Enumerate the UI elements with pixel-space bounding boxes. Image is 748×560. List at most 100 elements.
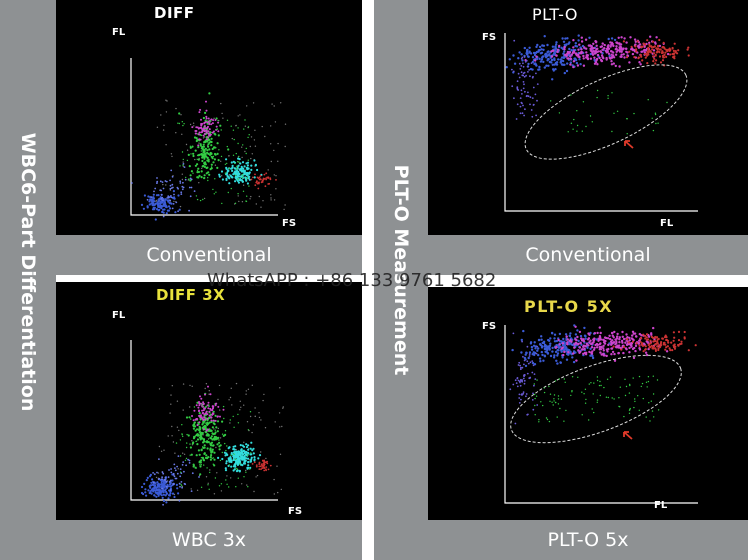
scatter-dot <box>195 440 198 442</box>
scatter-dot <box>229 422 231 424</box>
scatter-dot <box>657 44 660 48</box>
scatter-dot <box>523 379 526 382</box>
scatter-dot <box>217 427 219 430</box>
scatter-dot <box>213 451 216 454</box>
scatter-dot <box>213 132 216 135</box>
scatter-dot <box>642 333 645 336</box>
scatter-dot <box>632 332 635 335</box>
blue-tail-cluster <box>131 163 196 218</box>
scatter-dot <box>165 485 168 488</box>
scatter-dot <box>248 185 250 187</box>
scatter-dot <box>646 50 649 53</box>
scatter-dot <box>258 454 262 457</box>
scatter-dot <box>532 344 536 347</box>
scatter-dot <box>213 423 216 426</box>
scatter-dot <box>200 176 203 179</box>
scatter-dot <box>176 426 179 428</box>
scatter-dot <box>217 130 220 133</box>
scatter-dot <box>183 453 186 455</box>
scatter-dot <box>210 140 213 144</box>
scatter-dot <box>170 471 173 474</box>
scatter-dot <box>609 337 612 341</box>
scatter-dot <box>661 59 665 62</box>
scatter-dot <box>517 72 520 75</box>
scatter-dot <box>237 115 239 117</box>
scatter-dot <box>240 448 243 451</box>
scatter-dot <box>192 427 195 430</box>
scatter-dot <box>203 177 206 180</box>
scatter-dot <box>554 346 558 349</box>
scatter-dot <box>587 332 590 335</box>
scatter-dot <box>572 46 575 49</box>
scatter-dot <box>613 330 616 334</box>
scatter-dot <box>554 46 557 49</box>
scatter-dot <box>284 204 286 206</box>
scatter-dot <box>186 442 188 444</box>
scatter-dot <box>628 351 631 354</box>
scatter-dot <box>220 490 223 492</box>
scatter-dot <box>213 117 215 120</box>
scatter-dot <box>246 105 248 107</box>
scatter-dot <box>241 444 244 447</box>
scatter-dot <box>179 475 182 478</box>
scatter-dot <box>569 57 573 60</box>
scatter-dot <box>659 48 662 51</box>
scatter-dot <box>210 163 213 166</box>
scatter-dot <box>610 342 613 345</box>
scatter-dot <box>204 456 208 459</box>
y-axis-label: FS <box>482 32 497 43</box>
scatter-dot <box>203 197 206 200</box>
scatter-dot <box>674 50 677 53</box>
scatter-dot <box>245 390 247 392</box>
scatter-dot <box>588 36 591 39</box>
scatter-dot <box>634 349 637 353</box>
scatter-dot <box>536 345 539 348</box>
scatter-dot <box>188 186 191 189</box>
scatter-dot <box>644 334 647 338</box>
scatter-dot <box>236 468 238 470</box>
scatter-dot <box>647 380 650 383</box>
scatter-dot <box>677 330 681 333</box>
scatter-dot <box>228 457 231 460</box>
scatter-dot <box>599 331 602 335</box>
scatter-dot <box>561 356 564 359</box>
scatter-dot <box>558 378 560 380</box>
scatter-dot <box>555 339 558 343</box>
scatter-dot <box>563 50 566 53</box>
scatter-dot <box>524 90 526 93</box>
scatter-dot <box>263 173 266 176</box>
scatter-dot <box>207 158 210 161</box>
scatter-dot <box>233 138 235 141</box>
scatter-dot <box>176 465 178 468</box>
scatter-dot <box>562 52 565 55</box>
scatter-dot <box>519 368 522 371</box>
scatter-dot <box>530 62 533 64</box>
scatter-dot <box>197 176 200 179</box>
scatter-dot <box>217 121 220 124</box>
scatter-dot <box>210 409 212 411</box>
scatter-dot <box>202 419 205 421</box>
scatter-dot <box>171 207 174 210</box>
scatter-dot <box>182 461 185 463</box>
scatter-dot <box>571 390 573 392</box>
scatter-dot <box>595 44 598 47</box>
scatter-dot <box>532 364 535 367</box>
scatter-dot <box>284 145 286 148</box>
scatter-dot <box>182 181 184 184</box>
scatter-dot <box>683 330 686 334</box>
scatter-dot <box>523 71 526 74</box>
scatter-dot <box>198 142 200 144</box>
scatter-dot <box>520 398 522 401</box>
scatter-dot <box>171 425 173 428</box>
scatter-dot <box>208 148 211 151</box>
scatter-dot <box>531 76 534 79</box>
scatter-dot <box>195 434 197 437</box>
scatter-dot <box>155 208 159 211</box>
scatter-dot <box>512 70 515 73</box>
scatter-dot <box>555 41 558 44</box>
scatter-dot <box>183 470 185 473</box>
scatter-dot <box>536 404 539 406</box>
scatter-dot <box>566 52 569 55</box>
scatter-dot <box>202 403 205 406</box>
scatter-dot <box>192 465 195 468</box>
